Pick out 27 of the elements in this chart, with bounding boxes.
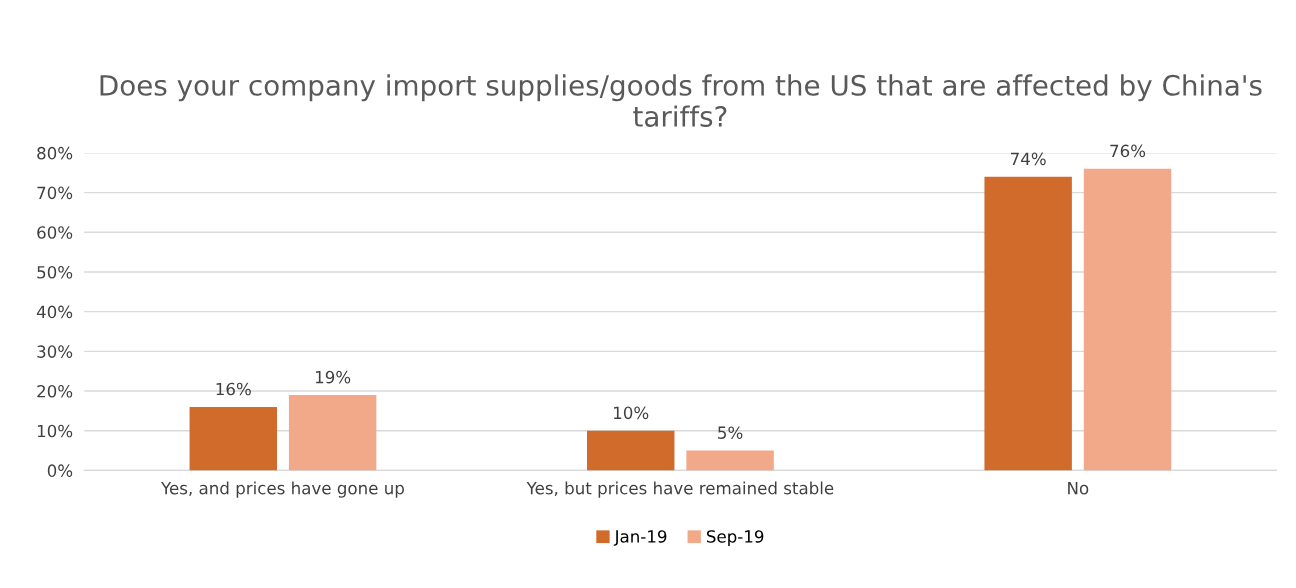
y-tick-label: 80% (37, 146, 73, 160)
data-label: 76% (1110, 144, 1146, 158)
y-tick-label: 60% (37, 226, 73, 239)
y-tick-label: 30% (37, 345, 73, 358)
data-label: 19% (315, 370, 351, 384)
y-tick-label: 20% (37, 384, 73, 398)
x-tick-label: Yes, and prices have gone up (161, 481, 404, 498)
bar (1083, 168, 1172, 471)
legend-label: Sep-19 (706, 530, 764, 546)
bar (686, 450, 774, 471)
x-tick-label: No (1068, 482, 1089, 495)
y-tick-label: 0% (47, 464, 73, 477)
x-tick-label: Yes, but prices have remained stable (526, 481, 834, 498)
data-label: 5% (718, 426, 743, 439)
bar (288, 394, 377, 471)
chart-title: Does your company import supplies/goods from the US that are affected by China's tariffs? (100, 74, 1262, 127)
bar (189, 406, 277, 471)
legend-label: Jan-19 (613, 530, 667, 546)
y-tick-label: 50% (37, 265, 73, 279)
bar (587, 430, 675, 471)
data-label: 74% (1011, 152, 1046, 166)
bar (984, 176, 1072, 471)
data-label: 16% (216, 382, 251, 396)
y-tick-label: 10% (37, 424, 73, 438)
data-label: 10% (614, 406, 649, 420)
y-tick-label: 40% (36, 305, 73, 319)
y-tick-label: 70% (37, 186, 73, 200)
